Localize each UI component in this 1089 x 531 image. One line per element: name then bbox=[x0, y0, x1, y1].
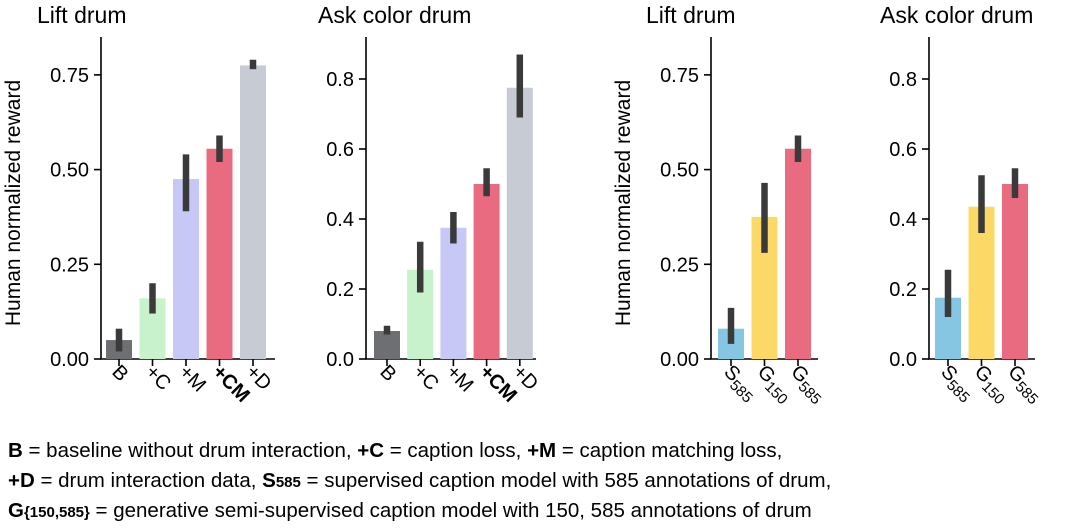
bar-g585 bbox=[785, 148, 811, 359]
y-tick-label: 0.50 bbox=[50, 160, 89, 182]
caption-term-generative: G bbox=[8, 499, 24, 522]
x-tick-label: +CM bbox=[475, 361, 521, 407]
x-tick-label: +CM bbox=[208, 361, 254, 407]
caption-term-matching-loss: +M bbox=[527, 439, 557, 462]
caption-term-supervised-sub: 585 bbox=[275, 474, 301, 491]
caption-term-drum-data: +D bbox=[8, 469, 35, 492]
bar-b bbox=[374, 331, 400, 359]
chart-title: Ask color drum bbox=[880, 2, 1033, 28]
chart-panel-3: Lift drum Human normalized reward 0.00 0.25… bbox=[612, 2, 831, 408]
x-tick-label: G585 bbox=[1001, 361, 1048, 408]
y-tick-label: 0.25 bbox=[660, 254, 699, 276]
bar-d bbox=[240, 65, 266, 359]
y-tick-label: 0.8 bbox=[326, 69, 354, 91]
x-tick-label: +M bbox=[174, 361, 210, 397]
caption-line-2: +D = drum interaction data, S585 = super… bbox=[8, 466, 1083, 496]
chart-title: Ask color drum bbox=[318, 2, 471, 28]
chart-title: Lift drum bbox=[646, 2, 735, 28]
y-tick-label: 0.75 bbox=[50, 65, 89, 87]
caption-term-generative-sub: {150,585} bbox=[23, 504, 90, 521]
x-tick-label: S585 bbox=[717, 361, 763, 407]
x-tick-label: G150 bbox=[750, 361, 797, 408]
y-tick-label: 0.2 bbox=[326, 279, 354, 301]
figure-panels: Lift drum Human normalized reward 0.00 0.25… bbox=[2, 2, 1048, 408]
bar-d bbox=[506, 87, 533, 359]
y-tick-label: 0.50 bbox=[660, 160, 699, 182]
chart-title: Lift drum bbox=[37, 2, 126, 28]
caption-term-baseline: B bbox=[8, 439, 23, 462]
x-tick-label: B bbox=[375, 361, 400, 386]
caption-line-1: B = baseline without drum interaction, +… bbox=[8, 436, 1083, 466]
bar-cm bbox=[206, 148, 233, 359]
x-tick-label: G150 bbox=[967, 361, 1014, 408]
x-tick-label: +C bbox=[141, 361, 175, 395]
caption-term-supervised: S bbox=[262, 469, 276, 492]
caption-def-caption-loss: = caption loss, bbox=[384, 439, 528, 462]
y-tick-label: 0.0 bbox=[889, 349, 917, 371]
y-tick-label: 0.6 bbox=[326, 139, 354, 161]
y-tick-label: 0.00 bbox=[50, 349, 89, 371]
x-tick-label: +M bbox=[442, 361, 478, 397]
bar-cm bbox=[473, 184, 500, 359]
y-tick-label: 0.6 bbox=[889, 139, 917, 161]
bar-g585 bbox=[1002, 184, 1028, 359]
caption-line-3: G{150,585} = generative semi-supervised … bbox=[8, 496, 1083, 526]
caption-term-caption-loss: +C bbox=[357, 439, 385, 462]
chart-panel-1: Lift drum Human normalized reward 0.00 0.25… bbox=[2, 2, 275, 407]
figure-caption: B = baseline without drum interaction, +… bbox=[8, 436, 1083, 526]
caption-def-baseline: = baseline without drum interaction, bbox=[22, 439, 358, 462]
chart-panel-4: Ask color drum 0.0 0.2 0.4 0.6 0.8 S585G150G58… bbox=[880, 2, 1048, 408]
y-tick-label: 0.8 bbox=[889, 69, 917, 91]
y-axis-label: Human normalized reward bbox=[612, 80, 635, 326]
caption-def-matching-loss: = caption matching loss, bbox=[556, 439, 783, 462]
y-tick-label: 0.75 bbox=[660, 65, 699, 87]
y-tick-label: 0.25 bbox=[50, 254, 89, 276]
y-axis-label: Human normalized reward bbox=[2, 80, 25, 326]
y-tick-label: 0.0 bbox=[326, 349, 354, 371]
x-tick-label: +C bbox=[409, 361, 443, 395]
bar-m bbox=[440, 227, 467, 359]
caption-def-drum-data: = drum interaction data, bbox=[34, 469, 263, 492]
caption-def-generative: = generative semi-supervised caption mod… bbox=[89, 499, 812, 522]
y-tick-label: 0.4 bbox=[326, 209, 354, 231]
y-tick-label: 0.4 bbox=[889, 209, 917, 231]
x-tick-label: G585 bbox=[784, 361, 831, 408]
x-tick-label: S585 bbox=[934, 361, 980, 407]
caption-def-supervised: = supervised caption model with 585 anno… bbox=[300, 469, 832, 492]
y-tick-label: 0.00 bbox=[660, 349, 699, 371]
x-tick-label: B bbox=[107, 361, 132, 386]
y-tick-label: 0.2 bbox=[889, 279, 917, 301]
